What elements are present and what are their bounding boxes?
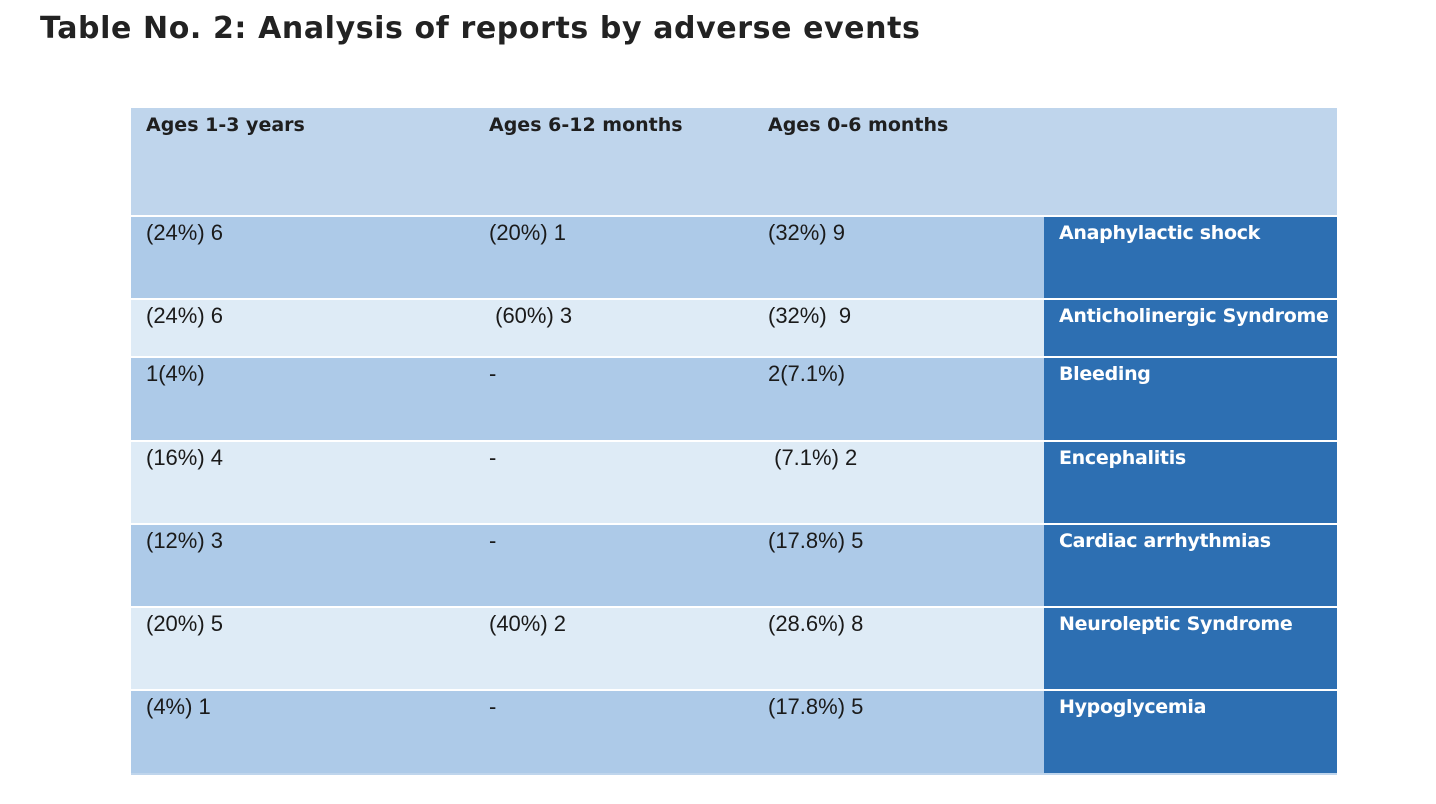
- table-row: (24%) 6 (60%) 3 (32%) 9 Anticholinergic …: [131, 299, 1337, 358]
- cell-event-label: Anaphylactic shock: [1044, 216, 1337, 300]
- adverse-events-table: Ages 1-3 years Ages 6-12 months Ages 0-6…: [131, 108, 1337, 773]
- cell-ages-6-12-months: -: [474, 690, 753, 773]
- cell-ages-1-3-years: (12%) 3: [131, 524, 474, 608]
- cell-event-label: Anticholinergic Syndrome: [1044, 299, 1337, 358]
- table-row: (4%) 1 - (17.8%) 5 Hypoglycemia: [131, 690, 1337, 773]
- cell-ages-6-12-months: -: [474, 524, 753, 608]
- table-row: (20%) 5 (40%) 2 (28.6%) 8 Neuroleptic Sy…: [131, 607, 1337, 691]
- cell-ages-0-6-months: (17.8%) 5: [753, 524, 1044, 608]
- cell-ages-6-12-months: -: [474, 441, 753, 525]
- cell-ages-0-6-months: (32%) 9: [753, 216, 1044, 300]
- page-title: Table No. 2: Analysis of reports by adve…: [40, 11, 921, 46]
- cell-ages-0-6-months: (32%) 9: [753, 299, 1044, 358]
- table-row: (16%) 4 - (7.1%) 2 Encephalitis: [131, 441, 1337, 525]
- cell-ages-0-6-months: (17.8%) 5: [753, 690, 1044, 773]
- table-row: 1(4%) - 2(7.1%) Bleeding: [131, 357, 1337, 442]
- cell-ages-0-6-months: 2(7.1%): [753, 357, 1044, 442]
- table-row: (12%) 3 - (17.8%) 5 Cardiac arrhythmias: [131, 524, 1337, 608]
- header-cell-ages-0-6-months: Ages 0-6 months: [753, 108, 1044, 217]
- cell-ages-1-3-years: (24%) 6: [131, 299, 474, 358]
- cell-ages-1-3-years: (4%) 1: [131, 690, 474, 773]
- header-cell-ages-1-3-years: Ages 1-3 years: [131, 108, 474, 217]
- header-cell-ages-6-12-months: Ages 6-12 months: [474, 108, 753, 217]
- cell-ages-6-12-months: -: [474, 357, 753, 442]
- cell-ages-0-6-months: (7.1%) 2: [753, 441, 1044, 525]
- header-cell-event: [1044, 108, 1337, 217]
- cell-ages-1-3-years: (20%) 5: [131, 607, 474, 691]
- adverse-events-table-container: Ages 1-3 years Ages 6-12 months Ages 0-6…: [131, 108, 1337, 775]
- cell-ages-1-3-years: (24%) 6: [131, 216, 474, 300]
- cell-event-label: Encephalitis: [1044, 441, 1337, 525]
- cell-event-label: Cardiac arrhythmias: [1044, 524, 1337, 608]
- cell-ages-1-3-years: 1(4%): [131, 357, 474, 442]
- cell-ages-6-12-months: (20%) 1: [474, 216, 753, 300]
- cell-ages-6-12-months: (40%) 2: [474, 607, 753, 691]
- table-row: (24%) 6 (20%) 1 (32%) 9 Anaphylactic sho…: [131, 216, 1337, 300]
- cell-event-label: Bleeding: [1044, 357, 1337, 442]
- cell-event-label: Hypoglycemia: [1044, 690, 1337, 773]
- table-header-row: Ages 1-3 years Ages 6-12 months Ages 0-6…: [131, 108, 1337, 217]
- cell-ages-0-6-months: (28.6%) 8: [753, 607, 1044, 691]
- cell-ages-6-12-months: (60%) 3: [474, 299, 753, 358]
- cell-event-label: Neuroleptic Syndrome: [1044, 607, 1337, 691]
- cell-ages-1-3-years: (16%) 4: [131, 441, 474, 525]
